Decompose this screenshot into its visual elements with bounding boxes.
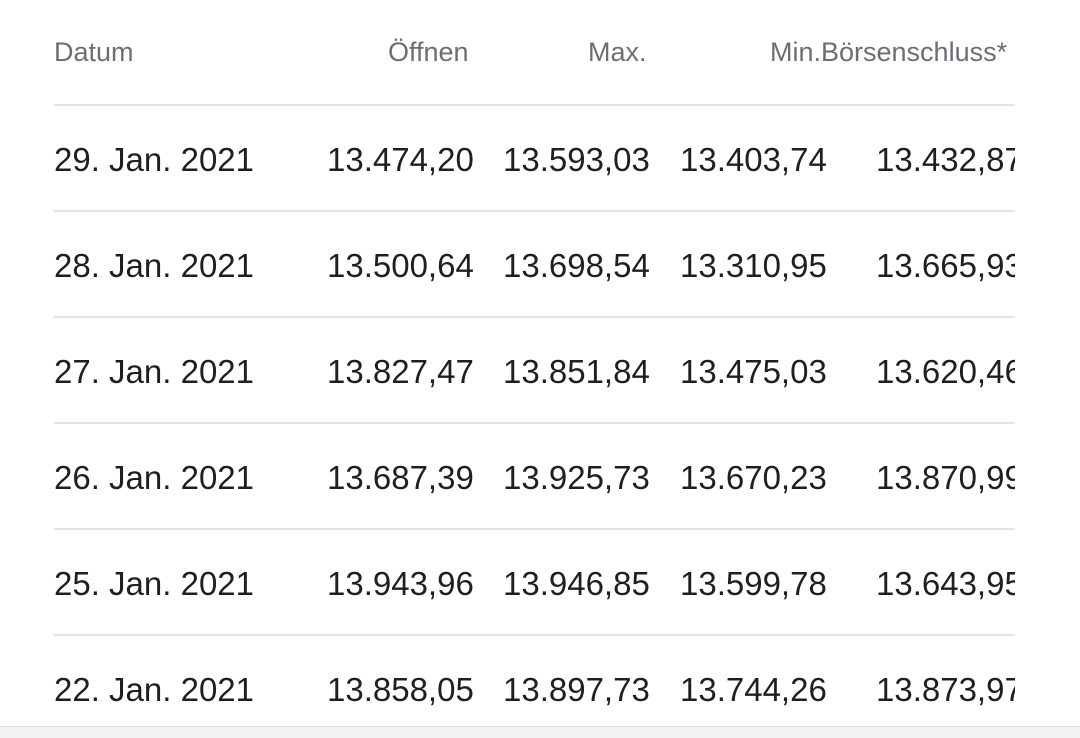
cell-open: 13.943,96 bbox=[327, 565, 474, 602]
table-row: 25. Jan. 2021 13.943,96 13.946,85 13.599… bbox=[54, 530, 1015, 636]
cell-open: 13.500,64 bbox=[327, 247, 474, 284]
cell-close: 13.665,93 bbox=[876, 247, 1015, 284]
cell-date: 29. Jan. 2021 bbox=[54, 141, 254, 178]
cell-open: 13.687,39 bbox=[327, 459, 474, 496]
cell-date: 22. Jan. 2021 bbox=[54, 671, 254, 708]
cell-open: 13.858,05 bbox=[327, 671, 474, 708]
cell-close: 13.873,97 bbox=[876, 671, 1015, 708]
cell-open: 13.827,47 bbox=[327, 353, 474, 390]
table-row: 27. Jan. 2021 13.827,47 13.851,84 13.475… bbox=[54, 318, 1015, 424]
table-scroll-content: Datum Öffnen Max. Min.Börsenschluss* 29.… bbox=[54, 0, 1015, 726]
cell-low: 13.744,26 bbox=[680, 671, 827, 708]
header-date: Datum bbox=[54, 37, 134, 67]
cell-high: 13.897,73 bbox=[503, 671, 650, 708]
table-row: 22. Jan. 2021 13.858,05 13.897,73 13.744… bbox=[54, 636, 1015, 726]
header-open: Öffnen bbox=[388, 37, 469, 67]
cell-low: 13.475,03 bbox=[680, 353, 827, 390]
cell-open: 13.474,20 bbox=[327, 141, 474, 178]
cell-date: 26. Jan. 2021 bbox=[54, 459, 254, 496]
cell-high: 13.593,03 bbox=[503, 141, 650, 178]
cell-date: 25. Jan. 2021 bbox=[54, 565, 254, 602]
cell-close: 13.643,95 bbox=[876, 565, 1015, 602]
table-header-row: Datum Öffnen Max. Min.Börsenschluss* bbox=[54, 0, 1015, 106]
cell-low: 13.599,78 bbox=[680, 565, 827, 602]
cell-low: 13.403,74 bbox=[680, 141, 827, 178]
cell-high: 13.925,73 bbox=[503, 459, 650, 496]
cell-date: 27. Jan. 2021 bbox=[54, 353, 254, 390]
cell-close: 13.870,99 bbox=[876, 459, 1015, 496]
cell-high: 13.851,84 bbox=[503, 353, 650, 390]
header-low-close: Min.Börsenschluss* bbox=[770, 37, 1008, 67]
cell-low: 13.310,95 bbox=[680, 247, 827, 284]
table-row: 28. Jan. 2021 13.500,64 13.698,54 13.310… bbox=[54, 212, 1015, 318]
cell-low: 13.670,23 bbox=[680, 459, 827, 496]
cell-high: 13.946,85 bbox=[503, 565, 650, 602]
header-high: Max. bbox=[588, 37, 647, 67]
cell-high: 13.698,54 bbox=[503, 247, 650, 284]
table-row: 29. Jan. 2021 13.474,20 13.593,03 13.403… bbox=[54, 106, 1015, 212]
cell-date: 28. Jan. 2021 bbox=[54, 247, 254, 284]
historical-data-table[interactable]: Datum Öffnen Max. Min.Börsenschluss* 29.… bbox=[54, 0, 1015, 726]
table-row: 26. Jan. 2021 13.687,39 13.925,73 13.670… bbox=[54, 424, 1015, 530]
bottom-bar bbox=[0, 726, 1080, 738]
cell-close: 13.432,87 bbox=[876, 141, 1015, 178]
cell-close: 13.620,46 bbox=[876, 353, 1015, 390]
